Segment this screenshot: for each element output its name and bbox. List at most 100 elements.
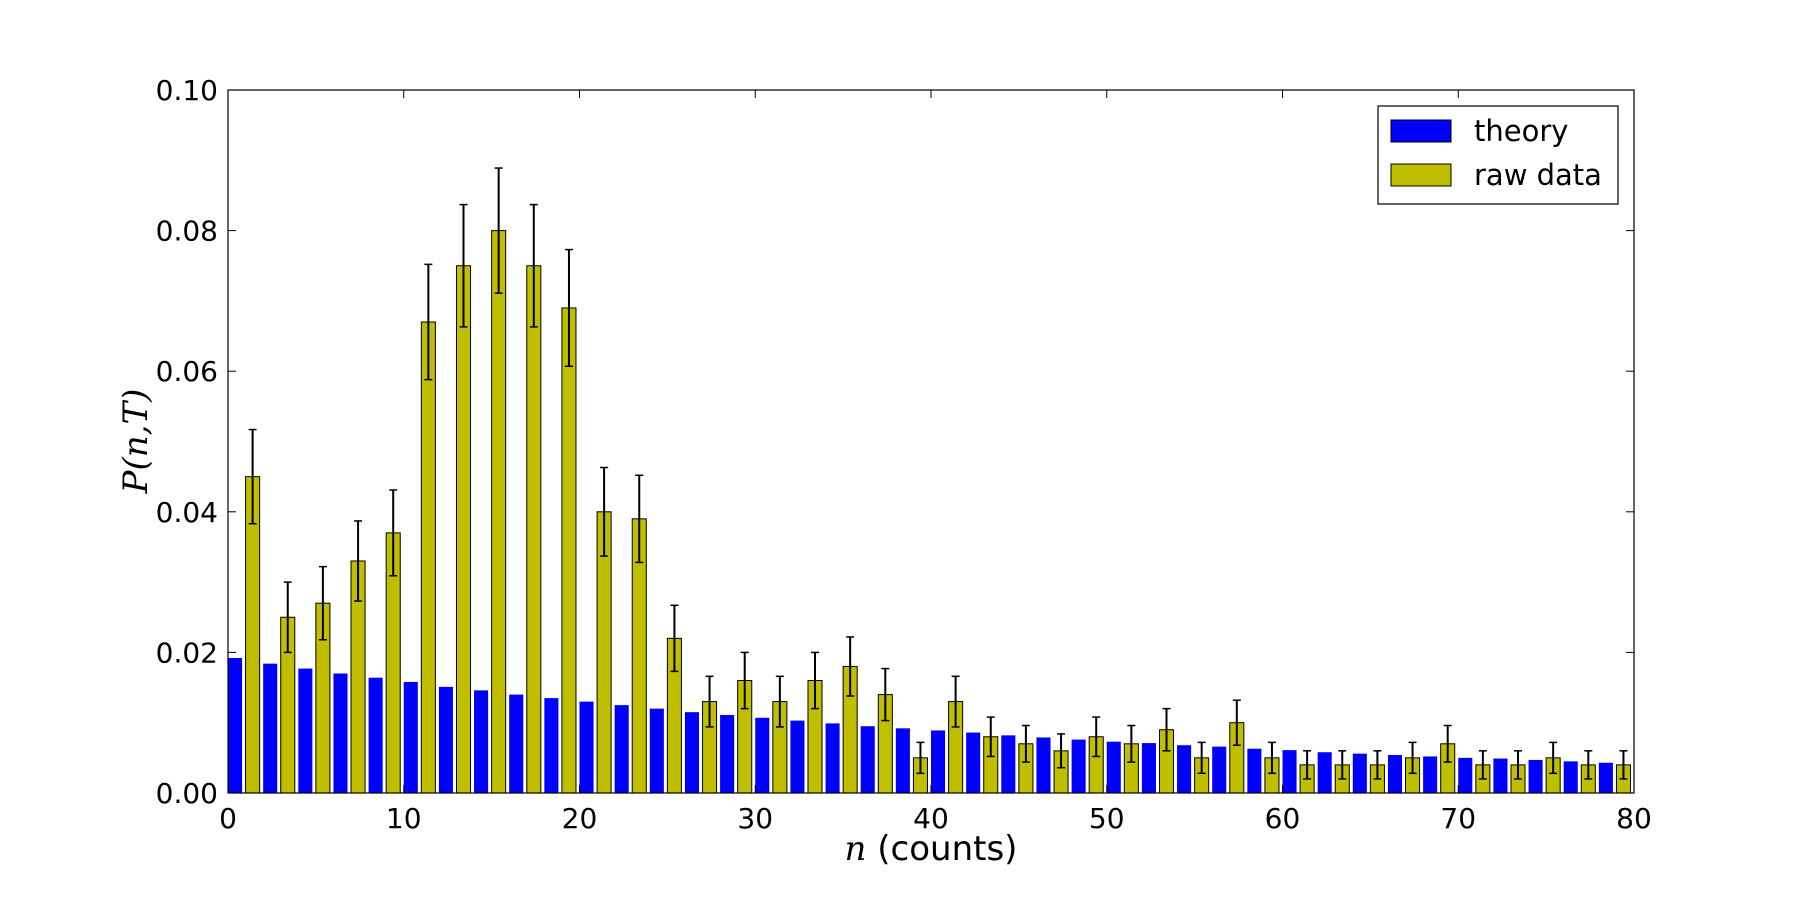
raw-data-error-bar <box>670 604 679 673</box>
raw-data-error-bar <box>811 651 820 710</box>
y-tick-label: 0.06 <box>156 355 218 388</box>
x-tick-label: 50 <box>1089 802 1125 835</box>
raw-data-error-bar <box>951 675 960 728</box>
y-tick-label: 0.04 <box>156 496 218 529</box>
theory-bar <box>1177 745 1192 793</box>
raw-data-error-bar <box>635 474 644 564</box>
raw-data-error-bar <box>318 565 327 641</box>
raw-data-error-bar <box>1584 750 1593 780</box>
error-bars <box>248 167 1628 780</box>
theory-bar <box>438 686 453 793</box>
theory-bar <box>263 663 278 793</box>
theory-bar <box>895 728 910 793</box>
theory-bar <box>1247 748 1262 793</box>
theory-bar <box>614 705 629 793</box>
raw-data-error-bar <box>1478 750 1487 780</box>
legend-label-raw-data: raw data <box>1474 158 1602 192</box>
raw-data-error-bar <box>494 167 503 294</box>
x-tick-label: 70 <box>1440 802 1476 835</box>
raw-data-error-bar <box>1092 716 1101 758</box>
raw-data-bar <box>561 307 577 794</box>
raw-data-error-bar <box>775 675 784 728</box>
legend-swatch-raw-data <box>1390 163 1452 187</box>
theory-bar <box>649 708 664 793</box>
theory-bar <box>860 726 875 793</box>
raw-data-error-bar <box>1232 699 1241 746</box>
raw-data-error-bar <box>248 428 257 525</box>
raw-data-error-bar <box>1197 741 1206 775</box>
raw-data-error-bar <box>1127 724 1136 763</box>
raw-data-error-bar <box>529 203 538 328</box>
theory-bar <box>509 694 524 793</box>
theory-bar <box>1317 752 1332 793</box>
theory-bar <box>368 677 383 793</box>
theory-bar <box>579 701 594 793</box>
y-tick-label: 0.02 <box>156 636 218 669</box>
raw-data-error-bar <box>1338 750 1347 780</box>
theory-bar <box>1387 755 1403 793</box>
theory-bar <box>1071 739 1086 793</box>
raw-data-bar <box>420 321 436 794</box>
legend-swatch-theory <box>1390 119 1452 143</box>
raw-data-error-bar <box>1514 750 1523 780</box>
raw-data-error-bar <box>1267 741 1276 775</box>
theory-bar <box>684 712 700 793</box>
raw-data-error-bar <box>283 581 292 654</box>
raw-data-error-bar <box>916 741 925 775</box>
raw-data-error-bar <box>600 466 609 557</box>
raw-data-error-bar <box>881 667 890 722</box>
raw-data-error-bar <box>1303 750 1312 780</box>
axis-ticks <box>227 89 1635 794</box>
theory-bar <box>720 714 735 793</box>
raw-data-bar <box>526 265 542 794</box>
legend: theory raw data <box>1377 105 1619 205</box>
theory-bar <box>1282 750 1297 793</box>
raw-data-error-bar <box>1057 733 1066 769</box>
theory-bar <box>1528 759 1543 793</box>
theory-bar <box>825 723 840 793</box>
x-axis-label: n (counts) <box>845 829 1018 869</box>
legend-label-theory: theory <box>1474 114 1568 148</box>
x-tick-label: 20 <box>562 802 598 835</box>
y-tick-label: 0.10 <box>156 74 218 107</box>
y-tick-label: 0.08 <box>156 215 218 248</box>
x-tick-label: 10 <box>386 802 422 835</box>
raw-data-bar <box>491 230 507 794</box>
theory-bar <box>931 730 946 793</box>
x-tick-label: 80 <box>1616 802 1652 835</box>
raw-data-error-bar <box>1408 741 1417 775</box>
x-tick-label: 40 <box>913 802 949 835</box>
theory-bar <box>1106 741 1121 793</box>
raw-data-error-bar <box>459 203 468 328</box>
theory-bar <box>333 673 348 793</box>
theory-bar <box>1598 762 1613 793</box>
raw-data-error-bar <box>1162 707 1171 752</box>
theory-bar <box>1141 743 1156 793</box>
theory-bar <box>1493 758 1508 793</box>
raw-data-error-bar <box>740 651 749 710</box>
theory-bar <box>1352 753 1367 793</box>
theory-bar <box>1001 735 1016 793</box>
raw-data-error-bar <box>1443 724 1452 763</box>
raw-data-error-bar <box>1373 750 1382 780</box>
raw-data-error-bar <box>986 716 995 758</box>
theory-bar <box>1423 756 1438 793</box>
raw-data-error-bar <box>705 675 714 728</box>
x-tick-labels: 0 10 20 30 40 50 60 70 80 <box>219 802 1652 835</box>
y-tick-label: 0.00 <box>156 777 218 810</box>
theory-bar <box>1212 746 1227 793</box>
raw-data-error-bar <box>424 263 433 381</box>
theory-bar <box>1036 737 1051 793</box>
theory-bar <box>1458 757 1473 793</box>
theory-bar <box>544 698 559 793</box>
theory-bar <box>403 681 418 793</box>
theory-bar <box>1563 761 1578 793</box>
theory-bar <box>474 690 489 793</box>
raw-data-error-bar <box>1549 741 1558 775</box>
theory-bar <box>228 658 243 793</box>
theory-bar <box>755 717 770 793</box>
y-axis-label: P(n,T) <box>116 389 156 495</box>
theory-bar <box>790 720 805 793</box>
raw-data-error-bar <box>354 520 363 602</box>
